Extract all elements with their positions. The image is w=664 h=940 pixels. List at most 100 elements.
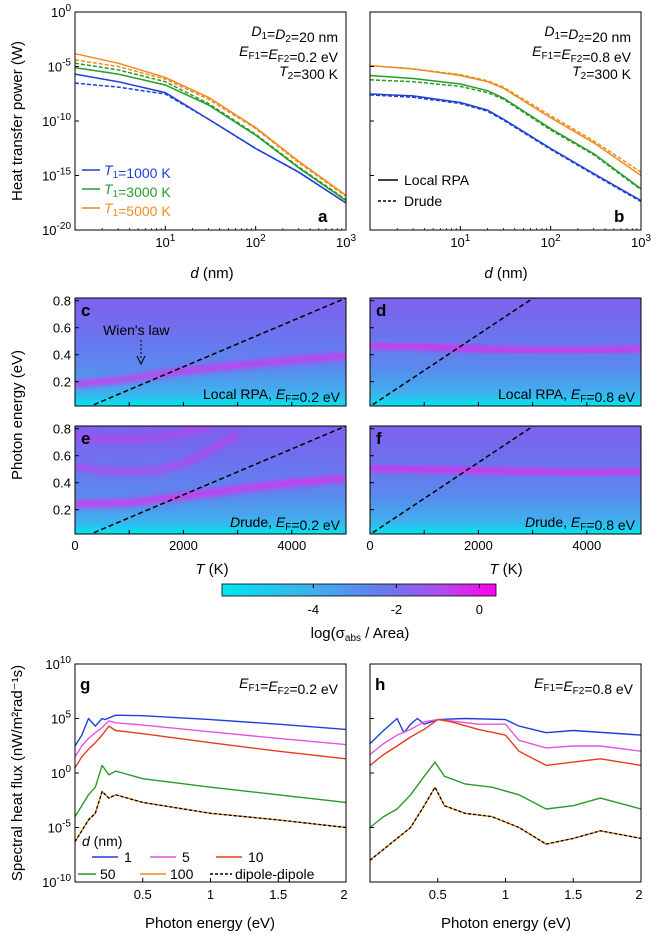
heatmap-body-c [75, 298, 346, 406]
wien-line-e [93, 426, 346, 534]
panel-a-ticks: 101 102 103 100 10-5 10-10 10-15 10-20 [42, 3, 356, 250]
panel-h-xlabel: Photon energy (eV) [441, 915, 571, 932]
ytick-label-a-3: 10-15 [42, 167, 71, 184]
hm-xtick-label-e-0: 0 [71, 538, 78, 553]
panel-f-annotation: Drude, EF=0.8 eV [525, 514, 636, 533]
panel-g-ylabel: Spectral heat flux (nW/m²rad⁻¹s) [9, 665, 26, 881]
xtick-label-a-2: 103 [336, 233, 356, 250]
legend-label-drude: Drude [404, 193, 442, 209]
series-line-g-2 [74, 725, 347, 769]
hm-ytick-label-c-2: 0.6 [53, 321, 71, 336]
xtick-label-g-0: 0.5 [134, 887, 152, 902]
series-line-a-0 [74, 73, 347, 204]
xtick-label-a-0: 101 [155, 233, 175, 250]
legend-label-d10: 10 [248, 849, 264, 865]
panel-a-ylabel: Heat transfer power (W) [9, 41, 26, 201]
xtick-label-a-1: 102 [246, 233, 266, 250]
series-line-a-5 [74, 59, 347, 198]
ytick-label-a-0: 100 [51, 3, 71, 20]
series-line-h-5 [369, 786, 642, 861]
series-line-g-1 [74, 720, 347, 758]
panel-f: 0 2000 4000 f Drude, EF=0.8 eV [366, 425, 642, 553]
panel-c: 0.2 0.4 0.6 0.8 c Local RPA, EF=0.2 eV Wien's … [53, 294, 347, 407]
panel-e-annotation: Drude, EF=0.2 eV [230, 514, 341, 533]
legend-label-t3000: T1=3000 K [104, 181, 171, 200]
heatmap-body-f [370, 426, 641, 534]
wien-law-label: Wien's law [103, 322, 170, 338]
hm-xtick-label-f-1: 2000 [464, 538, 493, 553]
hm-ytick-label-e-1: 0.4 [53, 476, 71, 491]
xtick-label-b-2: 103 [631, 233, 651, 250]
series-line-b-5 [369, 64, 642, 173]
xtick-label-g-3: 2 [340, 887, 347, 902]
wien-law-arrow-head [136, 355, 146, 366]
panel-h-label: h [375, 675, 385, 694]
legend-label-d50: 50 [100, 866, 116, 882]
ridge-d-0 [370, 343, 641, 353]
ridge-e-0 [75, 477, 346, 506]
ytick-label-g-2: 100 [51, 764, 71, 781]
panel-g-series [74, 714, 347, 843]
panel-b-label: b [614, 207, 624, 226]
panel-b-ann-2: EF1=EF2=0.8 eV [532, 43, 632, 65]
panel-d-annotation: Local RPA, EF=0.8 eV [498, 386, 636, 405]
hm-ytick-label-e-0: 0.2 [53, 503, 71, 518]
panel-c-annotation: Local RPA, EF=0.2 eV [203, 386, 341, 405]
series-line-g-3 [74, 764, 347, 817]
xtick-label-b-0: 101 [450, 233, 470, 250]
heatmap-bg-f [370, 426, 641, 534]
ytick-label-a-1: 10-5 [48, 58, 72, 75]
panel-d: d Local RPA, EF=0.8 eV [369, 297, 642, 407]
hm-xtick-label-f-0: 0 [366, 538, 373, 553]
hm-xtick-label-f-2: 4000 [572, 538, 601, 553]
panel-f-xlabel: T (K) [489, 561, 522, 578]
series-line-a-1 [74, 82, 347, 204]
wien-line-f [372, 426, 535, 534]
ridge-f-0 [370, 466, 641, 475]
colorbar-tick-label-2: 0 [476, 602, 483, 617]
colorbar-label: log(σabs / Area) [311, 625, 410, 644]
ytick-label-g-4: 10-10 [42, 873, 71, 890]
hm-xtick-label-e-2: 4000 [277, 538, 306, 553]
series-line-a-2 [74, 66, 347, 202]
panel-h: 0.5 1 1.5 2 Photon energy (eV) EF1=EF2=0.8 … [369, 663, 643, 932]
panel-b: 101 102 103 d (nm) D1=D2=20 nm EF1=EF2=0.8… [369, 11, 651, 282]
xtick-label-g-1: 1 [207, 887, 214, 902]
colorbar-ticks: -4 -2 0 [308, 584, 483, 617]
legend-label-dipole: dipole-dipole [235, 866, 315, 882]
wien-line-c [93, 298, 346, 406]
panel-g-xlabel: Photon energy (eV) [145, 915, 275, 932]
ytick-label-g-1: 105 [51, 710, 71, 727]
panel-b-ann-1: D1=D2=20 nm [544, 23, 631, 45]
panel-b-ann-3: T2=300 K [572, 63, 632, 82]
panel-e: 0.2 0.4 0.6 0.8 0 2000 4000 e Drude, EF=0.2 eV [53, 422, 347, 553]
heatmap-body-e [75, 426, 346, 534]
ytick-label-g-3: 10-5 [48, 819, 72, 836]
ytick-label-a-2: 10-10 [42, 112, 71, 129]
hm-xtick-label-e-1: 2000 [169, 538, 198, 553]
heatmap-frame-d [369, 297, 642, 407]
colorbar: -4 -2 0 log(σabs / Area) [221, 583, 497, 644]
series-line-g-5 [74, 790, 347, 843]
panel-a: 101 102 103 100 10-5 10-10 10-15 10-20 Heat tra… [9, 3, 356, 282]
colorbar-tick-label-0: -4 [308, 602, 320, 617]
ridge-c-0 [75, 354, 346, 386]
wien-line-d [372, 298, 535, 406]
panel-a-label: a [318, 207, 328, 226]
hm-ytick-label-e-3: 0.8 [53, 422, 71, 437]
ridge-e-2 [75, 426, 211, 441]
panel-h-ticks: 0.5 1 1.5 2 [370, 663, 643, 902]
series-line-h-3 [369, 761, 642, 829]
legend-label-d1: 1 [124, 849, 132, 865]
series-line-b-0 [369, 93, 642, 202]
ytick-label-a-4: 10-20 [42, 221, 71, 238]
panel-c-label: c [81, 301, 90, 320]
panel-f-label: f [376, 429, 382, 448]
hm-ytick-label-c-0: 0.2 [53, 375, 71, 390]
series-line-h-2 [369, 718, 642, 767]
series-line-b-2 [369, 74, 642, 190]
series-line-h-0 [369, 717, 642, 745]
